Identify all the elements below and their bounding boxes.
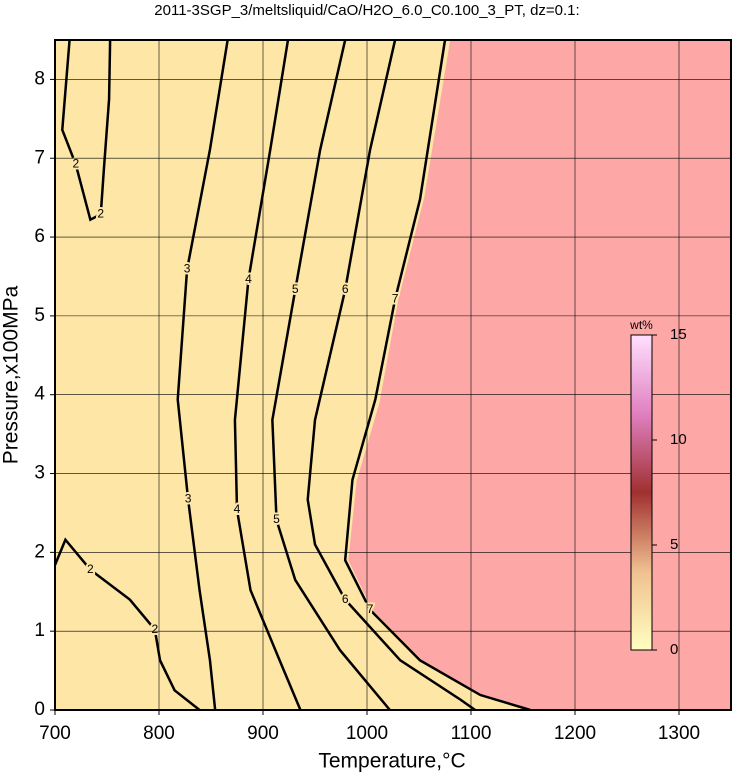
x-tick-label: 1100 xyxy=(451,723,492,744)
contour-label: 6 xyxy=(342,592,349,606)
contour-label: 2 xyxy=(151,622,158,636)
plot-area: 2 2 2 2 3 3 4 4 5 5 6 6 7 7 xyxy=(55,40,731,710)
contour-line xyxy=(176,40,229,710)
contour-label: 3 xyxy=(185,492,192,506)
colorbar-tick-label: 0 xyxy=(670,641,678,658)
region xyxy=(55,40,534,710)
plot-frame xyxy=(54,39,732,711)
contour-label: 3 xyxy=(184,262,191,276)
contour-label: 2 xyxy=(87,562,94,576)
y-tick-label: 2 xyxy=(34,541,45,562)
y-tick-label: 8 xyxy=(34,68,45,89)
contour-label: 6 xyxy=(342,282,349,296)
contour-line xyxy=(233,40,302,710)
contour-label: 7 xyxy=(392,292,399,306)
y-tick-label: 1 xyxy=(34,620,45,641)
y-tick-label: 3 xyxy=(34,463,45,484)
y-tick-label: 6 xyxy=(34,226,45,247)
x-tick-label: 800 xyxy=(143,723,175,744)
contour-line xyxy=(306,40,476,710)
x-tick-label: 1300 xyxy=(658,723,700,744)
colorbar xyxy=(630,334,653,651)
x-tick-label: 1000 xyxy=(346,723,388,744)
x-tick-label: 1200 xyxy=(554,723,596,744)
y-tick-label: 5 xyxy=(34,305,45,326)
contour-label: 7 xyxy=(367,602,374,616)
x-tick-label: 900 xyxy=(247,723,279,744)
contour-line xyxy=(271,40,391,710)
y-axis-label: Pressure,x100MPa xyxy=(0,285,23,464)
contour-line xyxy=(55,537,201,710)
contour-label: 4 xyxy=(245,272,252,286)
colorbar-tick-label: 10 xyxy=(670,431,687,448)
contour-label: 5 xyxy=(292,282,299,296)
contour-line xyxy=(61,40,112,222)
colorbar-tick-label: 15 xyxy=(670,326,687,343)
colorbar-label: wt% xyxy=(629,318,653,332)
contour-label: 2 xyxy=(72,157,79,171)
contour-label: 4 xyxy=(234,502,241,516)
y-tick-label: 0 xyxy=(34,699,45,720)
y-tick-label: 4 xyxy=(34,384,45,405)
contour-line xyxy=(343,40,531,710)
contour-label: 5 xyxy=(273,512,280,526)
y-tick-label: 7 xyxy=(34,147,45,168)
colorbar-tick-label: 5 xyxy=(670,536,678,553)
chart-title: 2011-3SGP_3/meltsliquid/CaO/H2O_6.0_C0.1… xyxy=(154,2,579,19)
x-axis-label: Temperature,°C xyxy=(318,750,465,773)
x-tick-label: 700 xyxy=(39,723,71,744)
contour-label: 2 xyxy=(97,206,104,220)
